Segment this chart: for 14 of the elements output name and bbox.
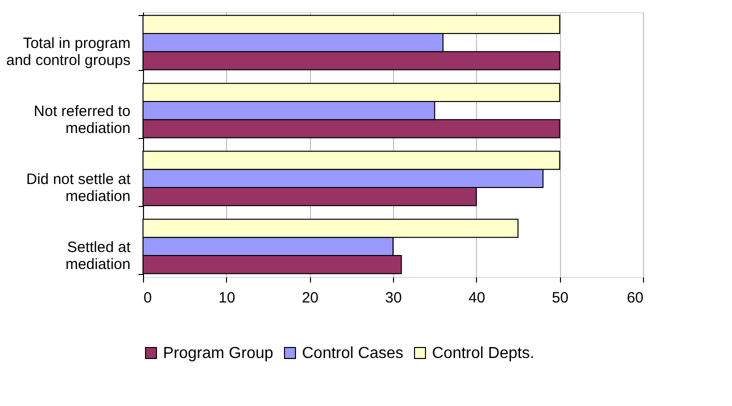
y-tick-label: Settled at mediation bbox=[65, 238, 132, 273]
x-tick-label: 20 bbox=[302, 290, 319, 306]
y-tick-label: Total in program and control groups bbox=[6, 35, 130, 70]
x-tick-label: 50 bbox=[552, 290, 569, 306]
x-tick-label: 60 bbox=[626, 290, 644, 306]
legend-label: Program Group bbox=[163, 345, 274, 362]
y-tick-label: Not referred to mediation bbox=[34, 103, 130, 138]
y-tick-label: Did not settle at mediation bbox=[26, 170, 132, 205]
x-tick-label: 40 bbox=[468, 290, 486, 306]
legend-label: Control Depts. bbox=[432, 345, 534, 362]
legend-label: Control Cases bbox=[302, 345, 404, 362]
x-tick-label: 30 bbox=[385, 290, 402, 306]
x-tick-label: 0 bbox=[144, 290, 152, 306]
x-tick-label: 10 bbox=[218, 290, 236, 306]
